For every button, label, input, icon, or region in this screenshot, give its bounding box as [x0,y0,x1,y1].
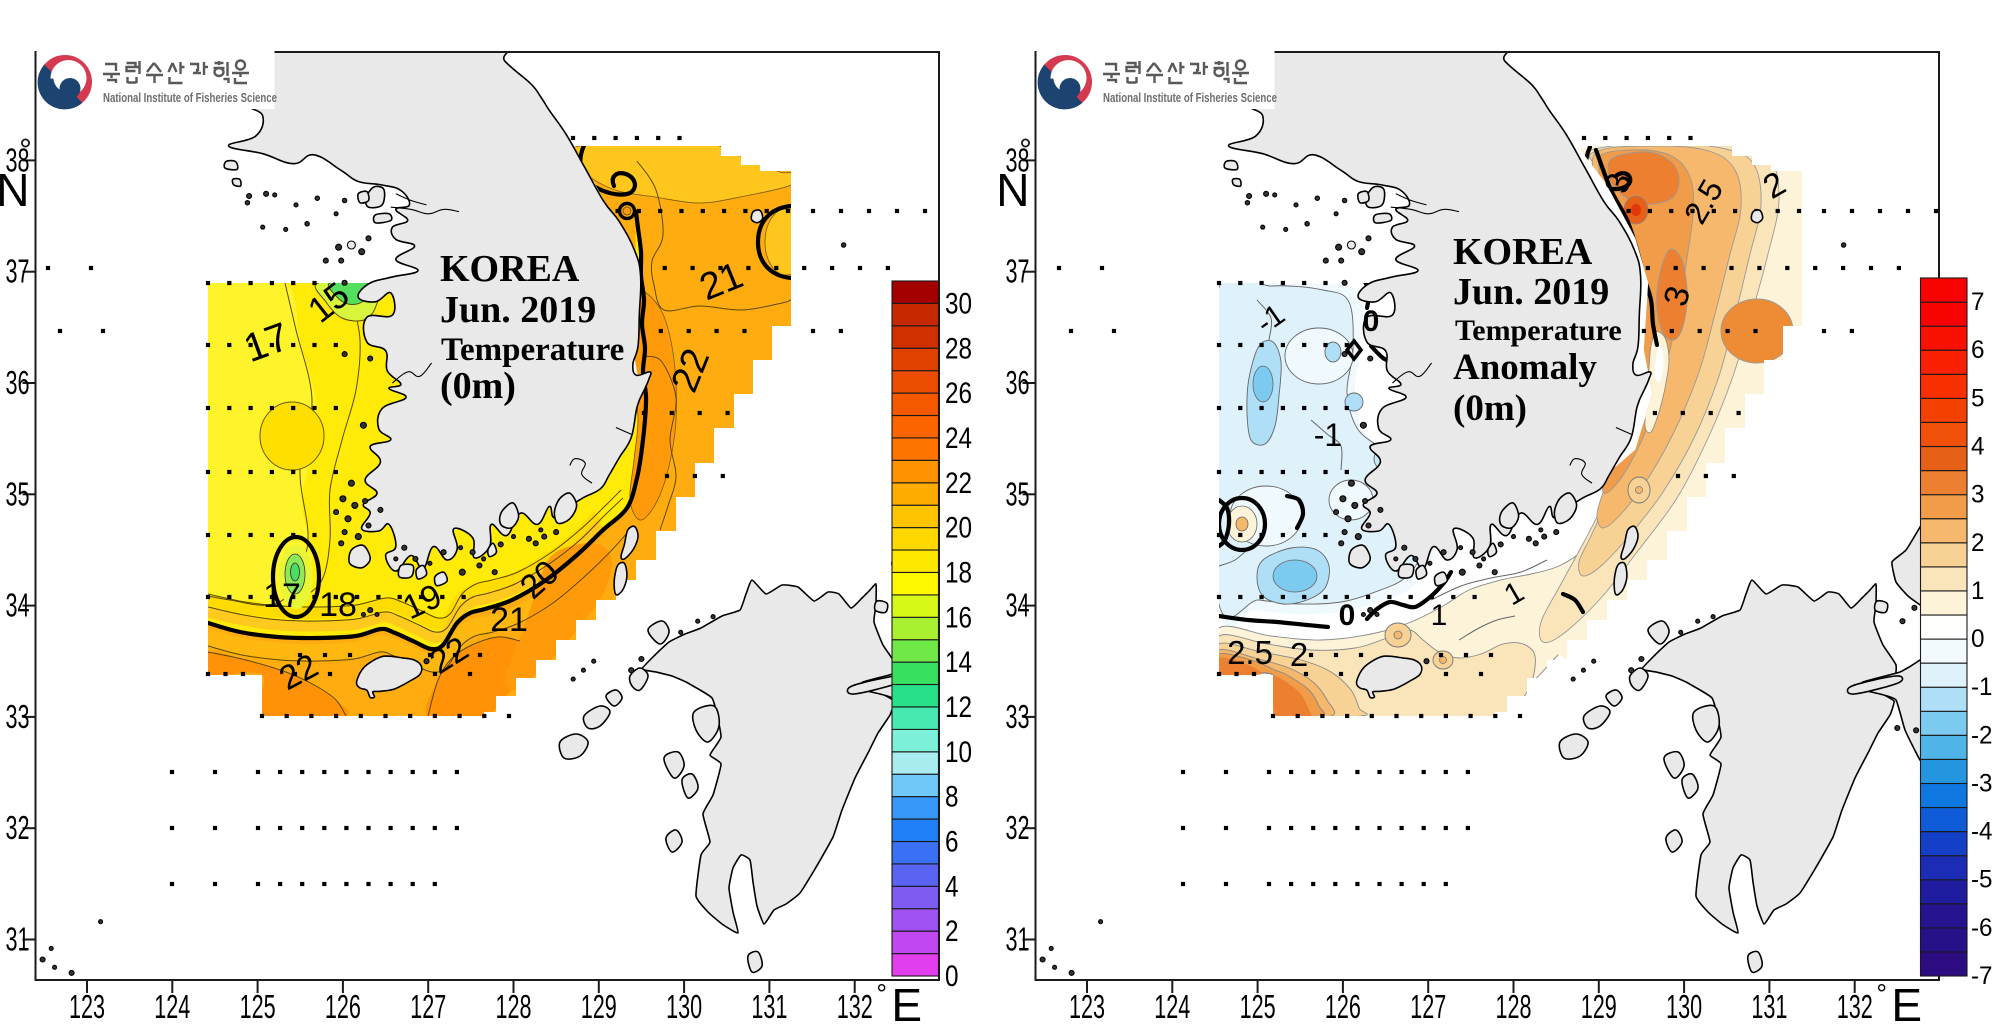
svg-text:131: 131 [751,988,787,1025]
svg-text:128: 128 [496,988,532,1025]
svg-text:Jun. 2019: Jun. 2019 [440,289,596,331]
svg-text:31: 31 [1006,921,1030,958]
svg-text:8: 8 [945,781,959,814]
svg-text:124: 124 [154,988,190,1025]
svg-text:34: 34 [6,587,30,624]
svg-text:Anomaly: Anomaly [1453,347,1597,388]
svg-text:3: 3 [1971,481,1985,509]
svg-text:34: 34 [1006,587,1030,624]
svg-text:E: E [1891,979,1922,1027]
svg-text:126: 126 [1325,988,1361,1025]
svg-text:Jun. 2019: Jun. 2019 [1453,271,1609,313]
svg-text:35: 35 [6,475,30,512]
svg-text:-1: -1 [1971,673,1993,701]
svg-text:-3: -3 [1971,769,1993,797]
svg-text:0: 0 [945,960,959,993]
svg-text:33: 33 [6,698,30,735]
svg-text:32: 32 [1006,809,1030,846]
svg-text:125: 125 [1240,988,1276,1025]
svg-text:-2: -2 [1971,721,1993,749]
svg-text:128: 128 [1496,988,1532,1025]
svg-text:5: 5 [1971,384,1985,412]
svg-text:National Institute of Fisherie: National Institute of Fisheries Science [103,91,277,105]
svg-text:20: 20 [945,512,972,545]
svg-text:N: N [0,164,30,216]
svg-text:(0m): (0m) [1453,388,1527,429]
svg-text:12: 12 [945,691,972,724]
svg-text:125: 125 [240,988,276,1025]
svg-text:1: 1 [1971,577,1985,605]
svg-text:E: E [891,979,922,1027]
svg-text:-1: -1 [1314,417,1342,453]
svg-text:129: 129 [1581,988,1617,1025]
svg-text:21: 21 [490,601,528,639]
svg-text:(0m): (0m) [440,365,516,407]
svg-text:30: 30 [945,287,972,320]
svg-text:4: 4 [1971,433,1985,461]
svg-text:0: 0 [1971,625,1985,653]
svg-text:N: N [996,164,1029,216]
svg-text:-7: -7 [1971,962,1993,990]
svg-text:37: 37 [1006,253,1030,290]
svg-text:10: 10 [945,736,972,769]
svg-text:127: 127 [410,988,446,1025]
svg-text:2: 2 [945,915,959,948]
svg-text:°: ° [876,979,887,1009]
svg-text:22: 22 [945,467,972,500]
svg-text:National Institute of Fisherie: National Institute of Fisheries Science [1103,91,1277,105]
svg-text:1: 1 [1431,599,1448,632]
svg-text:123: 123 [1069,988,1105,1025]
svg-text:14: 14 [945,646,972,679]
svg-text:KOREA: KOREA [440,248,580,290]
svg-text:-5: -5 [1971,866,1993,894]
svg-text:°: ° [1876,979,1887,1009]
svg-text:4: 4 [945,870,959,903]
svg-text:132: 132 [837,988,873,1025]
svg-text:38: 38 [1006,141,1030,178]
svg-text:0: 0 [1363,305,1380,338]
svg-text:2: 2 [1971,529,1985,557]
svg-text:126: 126 [325,988,361,1025]
svg-text:38: 38 [6,141,30,178]
svg-text:130: 130 [1666,988,1702,1025]
svg-text:129: 129 [581,988,617,1025]
svg-text:130: 130 [666,988,702,1025]
svg-text:26: 26 [945,377,972,410]
svg-text:7: 7 [1971,288,1985,316]
svg-text:-6: -6 [1971,914,1993,942]
svg-text:31: 31 [6,921,30,958]
svg-text:18: 18 [945,557,972,590]
svg-text:17: 17 [263,577,301,615]
svg-text:2.5: 2.5 [1227,634,1273,671]
svg-text:2: 2 [1290,636,1308,673]
svg-text:Temperature: Temperature [441,332,624,368]
svg-text:16: 16 [945,601,972,634]
svg-text:Temperature: Temperature [1455,314,1622,347]
svg-text:18: 18 [319,586,357,624]
svg-text:123: 123 [69,988,105,1025]
svg-text:32: 32 [6,809,30,846]
svg-text:124: 124 [1154,988,1190,1025]
svg-text:6: 6 [1971,336,1985,364]
svg-text:36: 36 [6,364,30,401]
svg-text:127: 127 [1410,988,1446,1025]
svg-text:131: 131 [1751,988,1787,1025]
svg-text:6: 6 [945,826,959,859]
svg-text:37: 37 [6,253,30,290]
svg-text:-4: -4 [1971,818,1993,846]
svg-text:35: 35 [1006,475,1030,512]
svg-text:132: 132 [1837,988,1873,1025]
svg-text:28: 28 [945,332,972,365]
svg-text:36: 36 [1006,364,1030,401]
svg-text:33: 33 [1006,698,1030,735]
svg-text:24: 24 [945,422,972,455]
svg-text:0: 0 [1339,599,1356,632]
svg-text:KOREA: KOREA [1453,231,1593,273]
